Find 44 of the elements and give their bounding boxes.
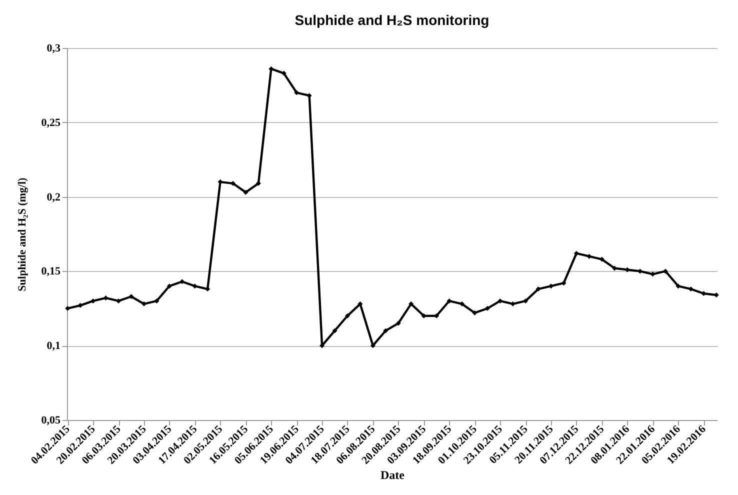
point	[408, 301, 414, 306]
y-axis-title: Sulphide and H₂S (mg/l)	[16, 177, 28, 292]
point	[523, 298, 528, 304]
point	[561, 280, 566, 286]
point	[218, 179, 223, 184]
x-axis-title: Date	[380, 468, 406, 482]
point	[370, 343, 376, 348]
point	[243, 190, 248, 195]
point	[650, 272, 656, 277]
point	[638, 268, 643, 274]
point	[599, 256, 604, 262]
point	[192, 284, 198, 289]
point	[154, 298, 160, 304]
point	[180, 279, 185, 284]
point	[383, 328, 388, 334]
point	[103, 295, 108, 300]
point	[281, 70, 286, 76]
point	[574, 250, 579, 256]
point	[230, 180, 236, 186]
y-tick-label: 0,2	[46, 191, 61, 204]
point	[332, 328, 338, 334]
y-tick-label: 0,1	[46, 340, 60, 352]
point	[586, 254, 592, 259]
y-tick-label: 0,05	[41, 414, 61, 426]
point	[548, 284, 554, 289]
point	[78, 302, 83, 308]
point	[396, 320, 401, 326]
point	[116, 298, 122, 304]
y-tick-label: 0,25	[41, 116, 61, 129]
point	[536, 286, 541, 292]
chart-title: Sulphide and H₂S monitoring	[294, 12, 490, 28]
point	[128, 294, 134, 299]
y-tick-label: 0,15	[41, 266, 61, 278]
point	[205, 286, 210, 292]
point	[294, 90, 300, 96]
point	[484, 306, 490, 311]
point	[472, 310, 478, 316]
point	[344, 313, 350, 318]
y-tick-label: 0,3	[46, 42, 61, 54]
point	[446, 298, 452, 304]
point	[141, 301, 146, 306]
point	[358, 301, 363, 306]
point	[166, 284, 172, 289]
point	[662, 268, 668, 274]
